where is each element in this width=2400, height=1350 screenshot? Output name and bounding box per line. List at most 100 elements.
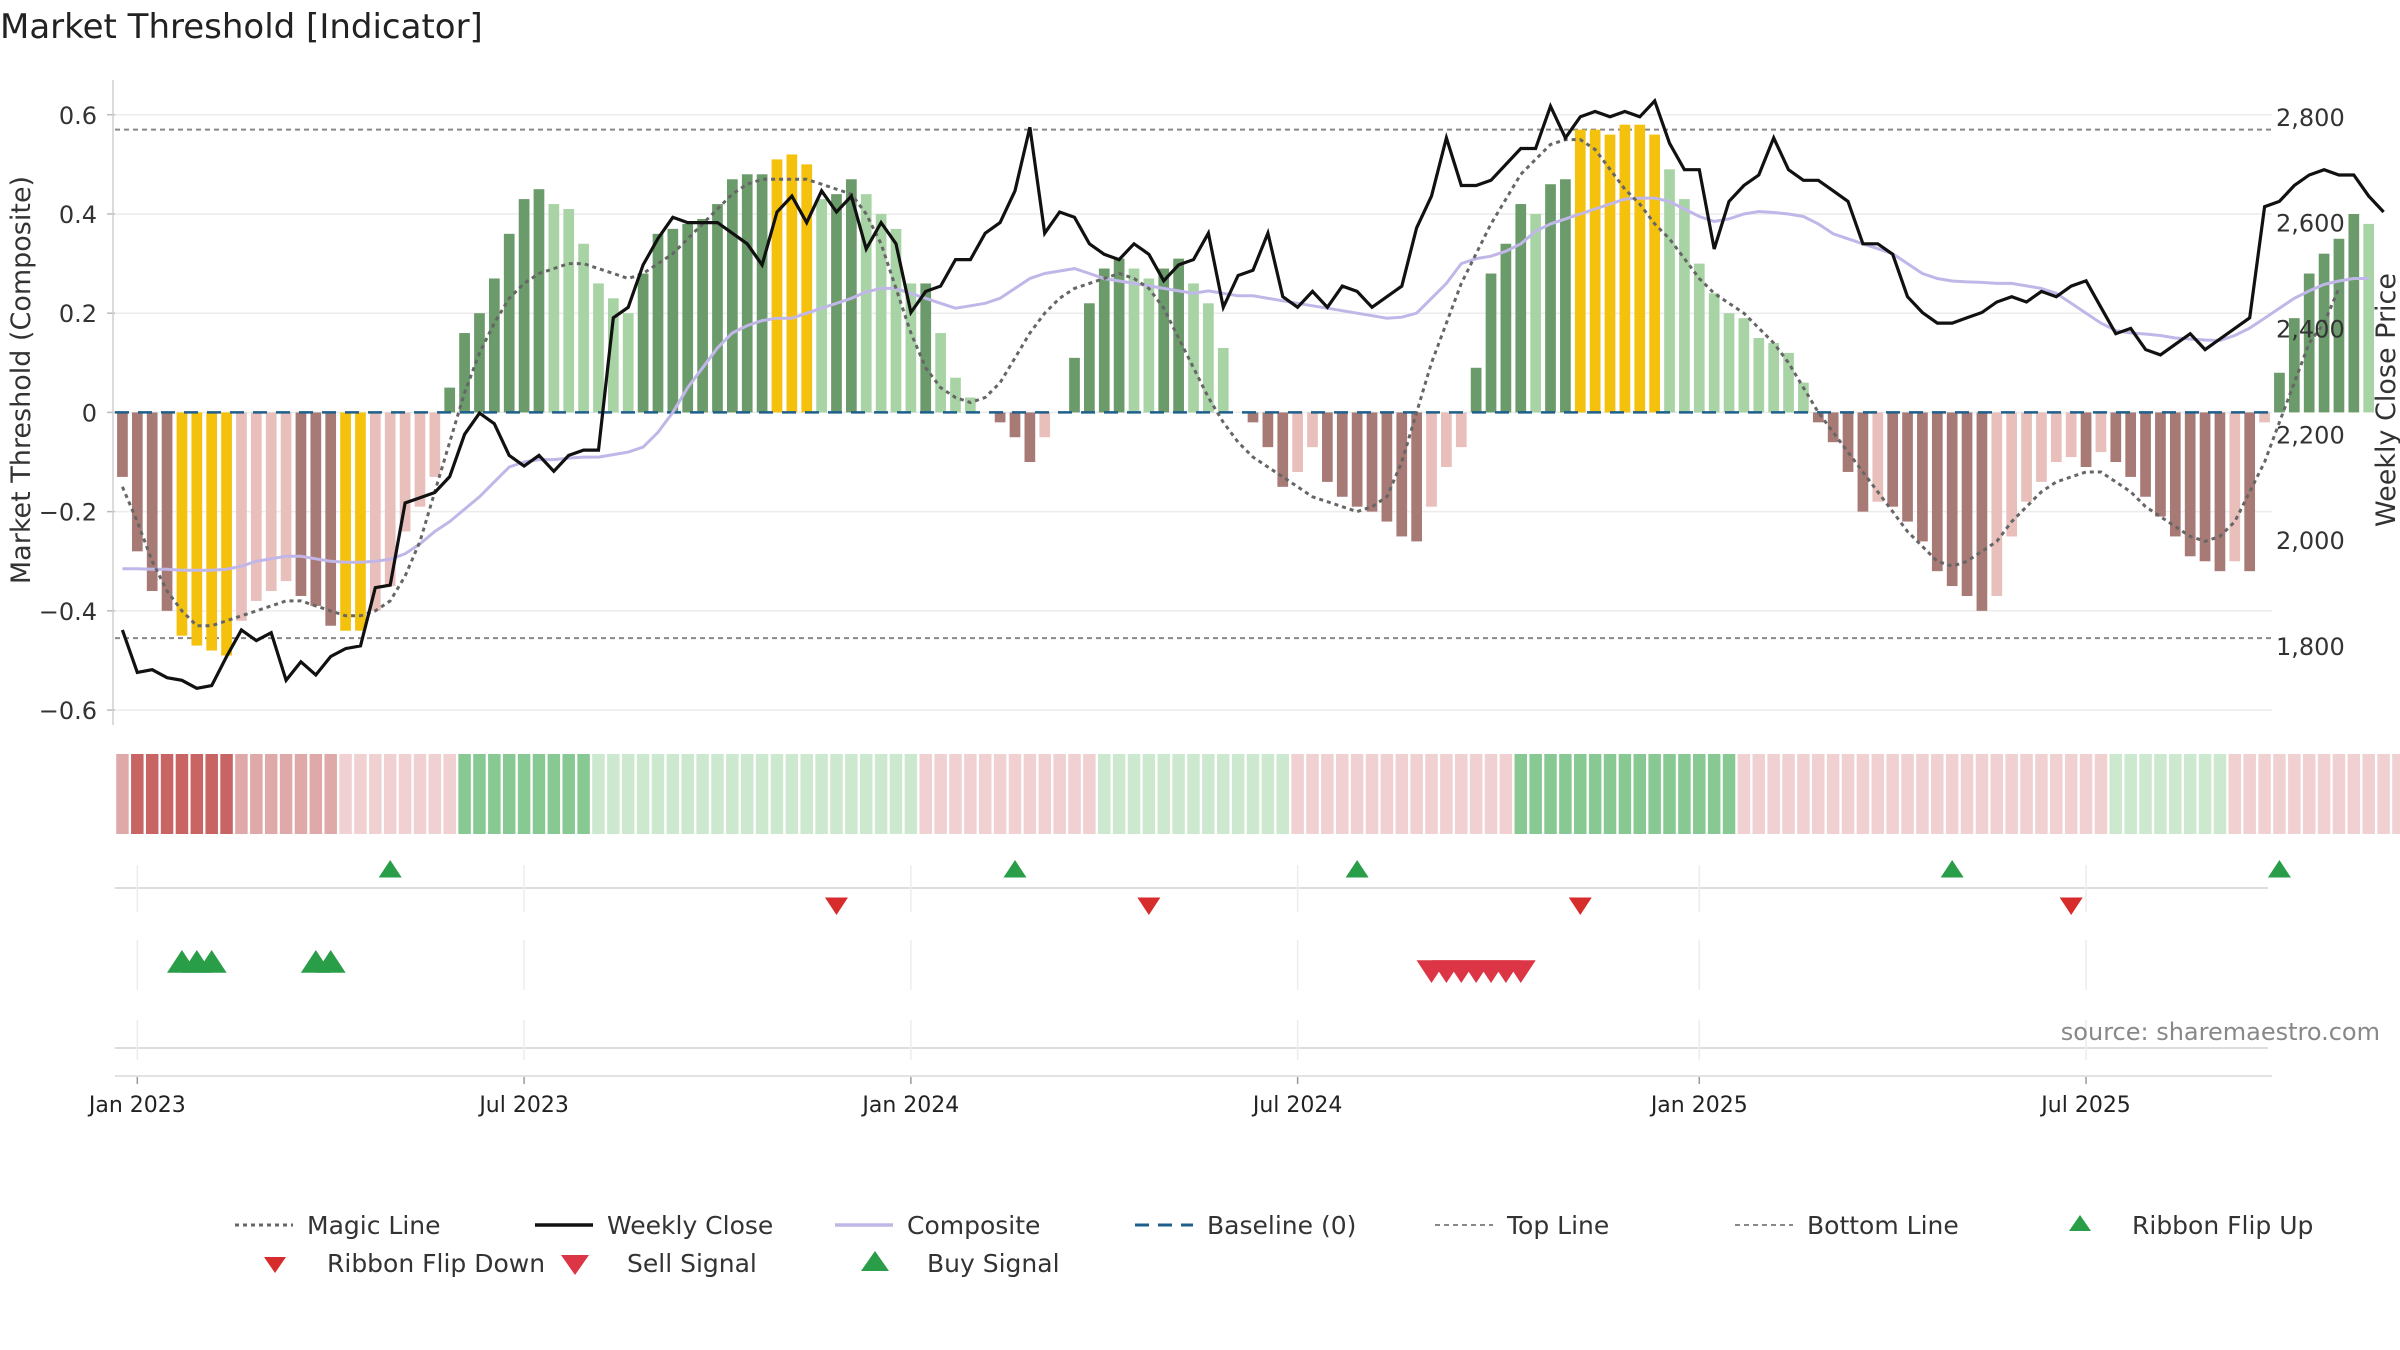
ribbon-cell [1038, 754, 1051, 834]
y-tick-left-label: 0 [82, 399, 97, 427]
ribbon-cell [145, 754, 159, 834]
ribbon-cell [1856, 754, 1870, 834]
ribbon-cell [934, 754, 947, 834]
ribbon-cell [949, 754, 962, 834]
composite-bar [518, 199, 530, 413]
composite-bar [1723, 313, 1735, 413]
composite-bar [2169, 412, 2181, 537]
ribbon-cell [1841, 754, 1855, 834]
ribbon-cell [1142, 754, 1156, 834]
buy-signal-marker [315, 950, 346, 973]
ribbon-cell [2050, 754, 2063, 834]
composite-bar [1560, 179, 1571, 413]
composite-bar [1203, 303, 1214, 413]
legend-item-composite: Composite [835, 1211, 1040, 1240]
ribbon-cell [1023, 754, 1037, 834]
axes: 0.6 0.4 0.2 0 −0.2 −0.4 −0.6 2,800 2,600 2,400 2,2… [39, 80, 2345, 1118]
composite-bar [1188, 283, 1199, 413]
composite-bar [1961, 412, 1973, 596]
composite-bar [1084, 303, 1095, 413]
ribbon-cell [2020, 754, 2033, 834]
composite-bar [1411, 412, 1422, 542]
ribbon-cell [1901, 754, 1914, 834]
ribbon-cell [2302, 754, 2316, 834]
ribbon-flip-down-marker [1568, 897, 1592, 915]
composite-bar [756, 174, 768, 413]
composite-bar [250, 412, 262, 601]
ribbon-cell [1678, 754, 1691, 834]
legend-label: Ribbon Flip Down [327, 1249, 545, 1278]
ribbon-cell [294, 754, 308, 834]
composite-bar [1441, 412, 1452, 467]
composite-bar [1158, 268, 1170, 413]
composite-bar [2036, 412, 2047, 482]
ribbon-cell [1469, 754, 1483, 834]
composite-bar [890, 228, 902, 413]
ribbon-cell [2332, 754, 2346, 834]
y-tick-left-label: −0.4 [39, 598, 97, 626]
composite-bars [117, 124, 2375, 656]
ribbon-cell [1276, 754, 1290, 834]
ribbon-cell [770, 754, 784, 834]
y-tick-right-label: 2,000 [2276, 527, 2345, 555]
ribbon-cell [116, 754, 129, 834]
ribbon-cell [1886, 754, 1899, 834]
ribbon-cell [1529, 754, 1542, 834]
ribbon-strip [116, 754, 2400, 834]
ribbon-cell [2362, 754, 2375, 834]
composite-bar [845, 179, 857, 413]
ribbon-cell [1990, 754, 2004, 834]
composite-bar [1798, 382, 1809, 413]
composite-bar [1455, 412, 1467, 448]
y-tick-left-label: 0.4 [59, 201, 97, 229]
composite-bar [444, 387, 456, 413]
ribbon-cell [1127, 754, 1141, 834]
y-tick-left-label: 0.2 [59, 300, 97, 328]
ribbon-cell [1559, 754, 1572, 834]
ribbon-cell [1797, 754, 1810, 834]
composite-bar [1217, 347, 1229, 413]
composite-bar [2318, 253, 2330, 413]
composite-bar [2199, 412, 2211, 562]
composite-bar [1589, 129, 1601, 413]
ribbon-cell [1097, 754, 1111, 834]
composite-bar [429, 412, 441, 477]
ribbon-cell [1826, 754, 1840, 834]
ribbon-cell [279, 754, 293, 834]
ribbon-cell [250, 754, 263, 834]
composite-bar [2095, 412, 2107, 453]
composite-bar [771, 159, 783, 413]
ribbon-cell [1157, 754, 1170, 834]
ribbon-cell [532, 754, 546, 834]
composite-bar [1545, 184, 1556, 413]
ribbon-flip-up-marker [378, 860, 402, 878]
composite-line [122, 196, 2369, 572]
composite-bar [340, 412, 351, 631]
composite-bar [1738, 318, 1750, 413]
composite-bar [2333, 238, 2345, 413]
legend-swatch [561, 1255, 589, 1275]
composite-bar [697, 218, 708, 413]
composite-bar [1693, 263, 1705, 413]
composite-bar [2065, 412, 2077, 458]
composite-bar [280, 412, 292, 582]
composite-bar [1069, 357, 1080, 413]
composite-bar [622, 313, 634, 413]
ribbon-cell [2109, 754, 2123, 834]
composite-bar [355, 412, 366, 631]
composite-bar [2303, 273, 2315, 413]
y-tick-right-label: 2,800 [2276, 104, 2345, 132]
ribbon-cell [1693, 754, 1706, 834]
x-tick-label: Jan 2023 [87, 1093, 186, 1118]
composite-bar [295, 412, 307, 596]
composite-bar [1991, 412, 2003, 596]
composite-bar [965, 397, 976, 413]
y-tick-right-label: 2,200 [2276, 421, 2345, 449]
ribbon-cell [1574, 754, 1587, 834]
ribbon-cell [1008, 754, 1022, 834]
signal-rows [115, 860, 2291, 1077]
ribbon-cell [740, 754, 754, 834]
composite-bar [310, 412, 322, 606]
ribbon-cell [2094, 754, 2108, 834]
composite-bar [682, 223, 694, 413]
